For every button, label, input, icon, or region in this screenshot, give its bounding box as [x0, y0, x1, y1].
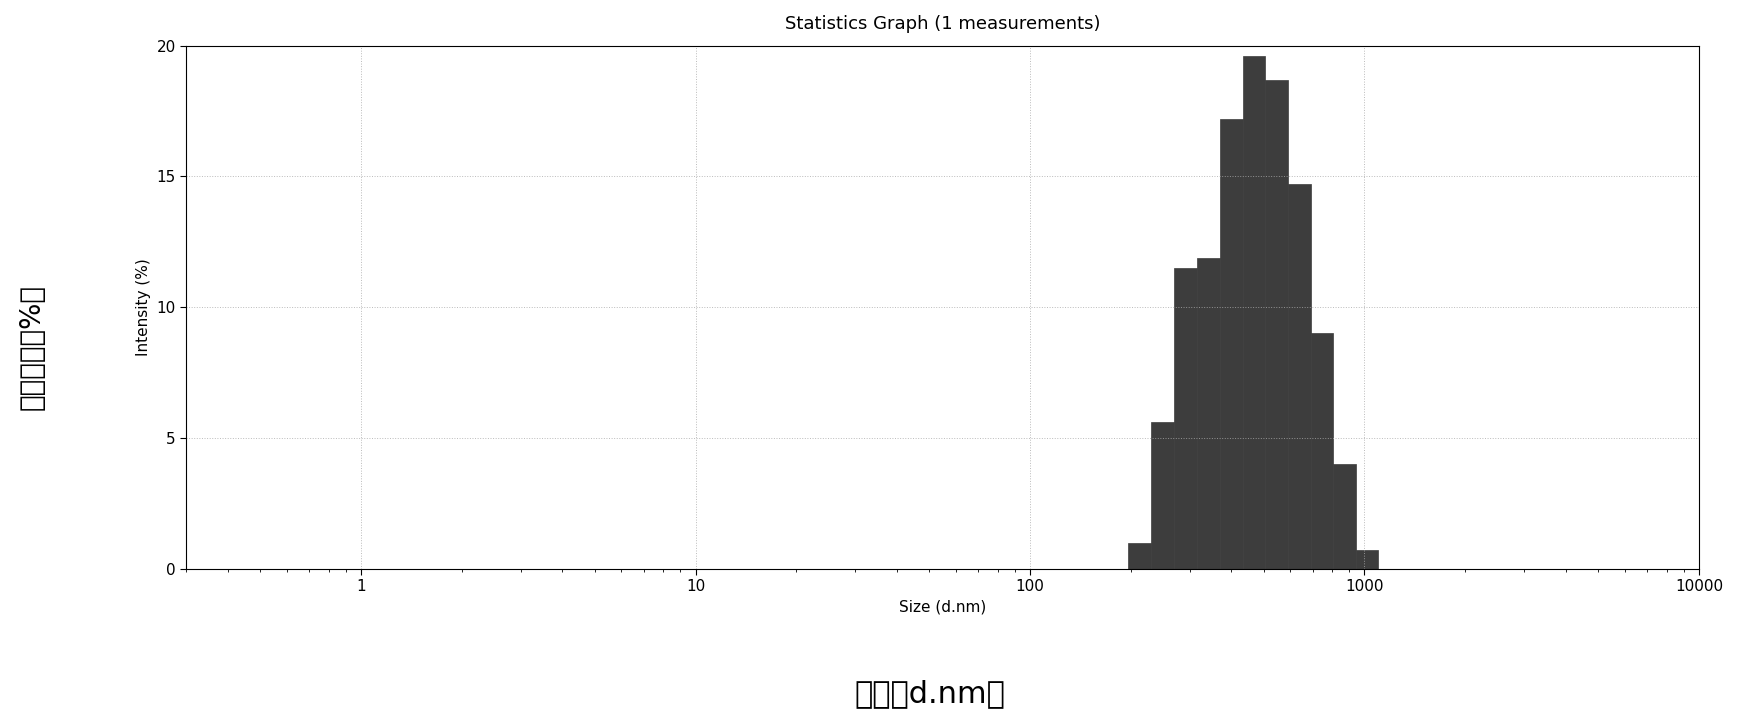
Bar [1220, 119, 1243, 569]
Bar [1175, 268, 1197, 569]
Text: 强度分布（%）: 强度分布（%） [17, 284, 45, 410]
Bar [1128, 542, 1151, 569]
Bar [1243, 56, 1265, 569]
Bar [1333, 464, 1356, 569]
Bar [1356, 550, 1378, 569]
Y-axis label: Intensity (%): Intensity (%) [136, 258, 151, 356]
Bar [1288, 184, 1310, 569]
Bar [1310, 333, 1333, 569]
Text: 尺寸（d.nm）: 尺寸（d.nm） [855, 680, 1005, 709]
Bar [1265, 80, 1288, 569]
X-axis label: Size (d.nm): Size (d.nm) [899, 599, 985, 615]
Bar [1197, 257, 1220, 569]
Bar [1151, 422, 1175, 569]
Title: Statistics Graph (1 measurements): Statistics Graph (1 measurements) [786, 15, 1100, 33]
